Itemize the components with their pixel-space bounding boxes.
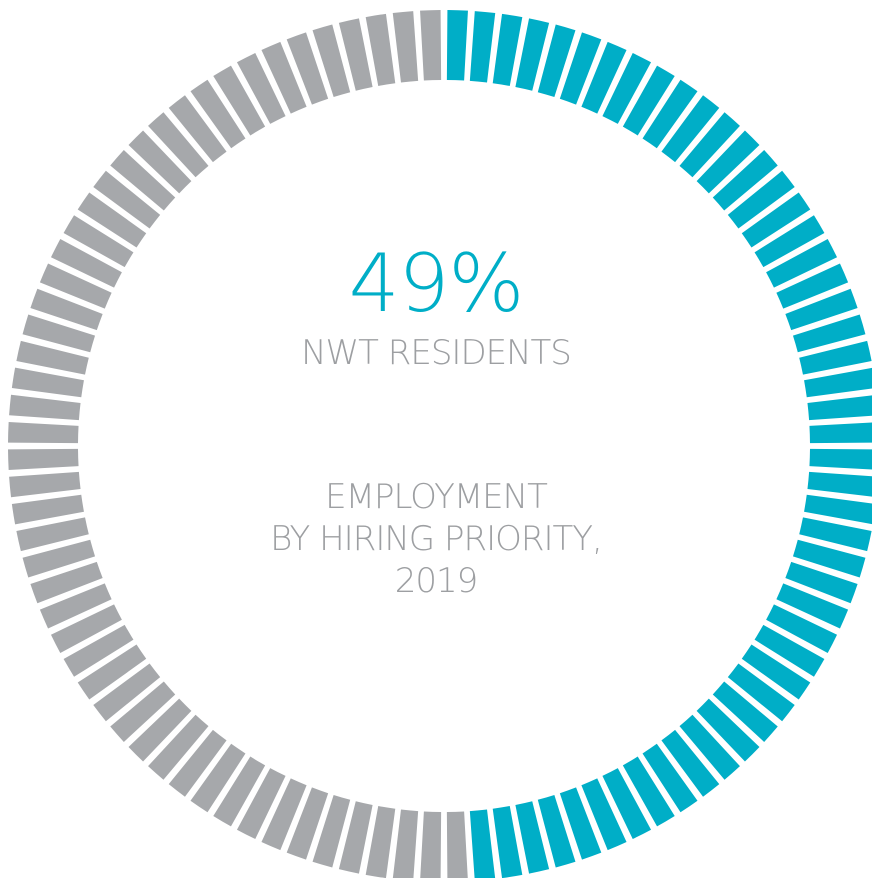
donut-segment-other: [9, 395, 80, 420]
highlight-label: NWT RESIDENTS: [0, 333, 872, 373]
donut-segment-residents: [470, 809, 495, 878]
donut-segment-other: [8, 449, 79, 470]
donut-segment-other: [447, 811, 468, 878]
donut-segment-other: [393, 11, 418, 82]
chart-title-line-2: BY HIRING PRIORITY,: [0, 518, 872, 560]
donut-segment-other: [393, 809, 418, 878]
donut-segment-residents: [809, 422, 872, 443]
chart-title: EMPLOYMENT BY HIRING PRIORITY, 2019: [0, 476, 872, 602]
donut-segment-residents: [807, 395, 872, 420]
chart-title-line-1: EMPLOYMENT: [0, 476, 872, 518]
donut-segment-other: [420, 811, 441, 878]
donut-segment-other: [8, 422, 79, 443]
donut-segment-residents: [447, 10, 468, 81]
chart-title-line-3: 2019: [0, 560, 872, 602]
donut-segment-other: [420, 10, 441, 81]
highlight-percentage: 49%: [0, 244, 872, 324]
donut-segment-residents: [470, 11, 495, 82]
donut-segment-residents: [809, 449, 872, 470]
